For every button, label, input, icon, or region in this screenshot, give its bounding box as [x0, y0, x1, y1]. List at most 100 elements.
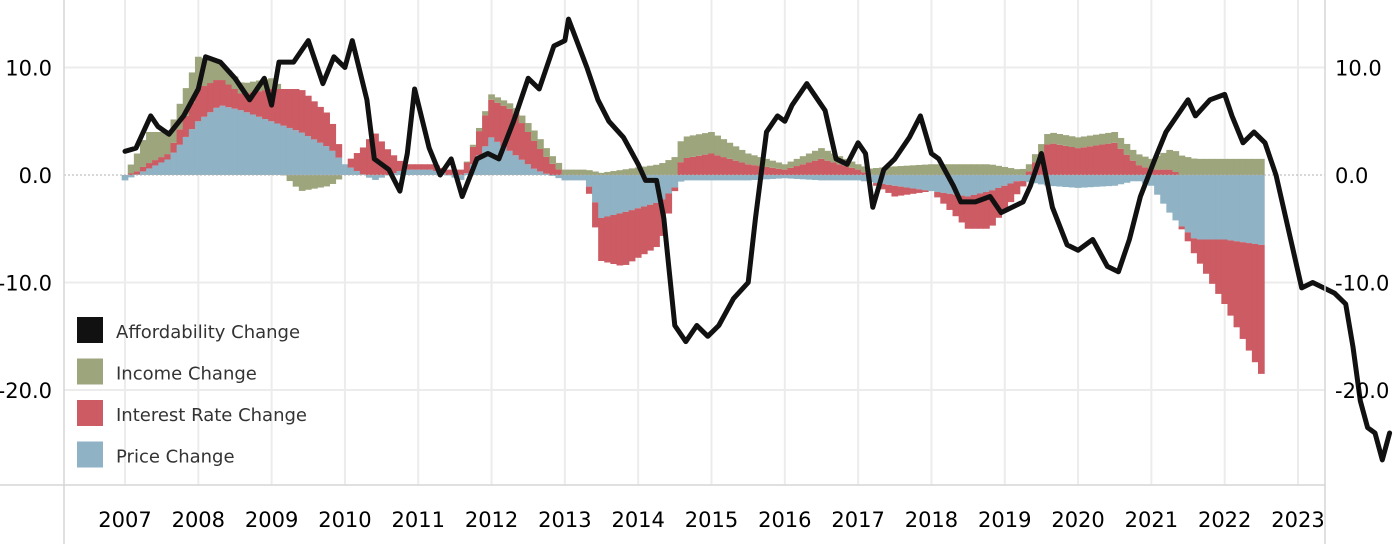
bar-price: [683, 175, 691, 181]
bar-income: [1086, 135, 1094, 147]
bar-price: [1068, 175, 1076, 188]
bar-income: [964, 164, 972, 175]
bar-income: [677, 141, 685, 163]
bar-income: [482, 111, 489, 116]
bar-income: [1251, 158, 1259, 175]
bar-price: [1019, 175, 1027, 182]
bar-interest: [280, 89, 288, 126]
bar-price: [561, 175, 569, 181]
bar-income: [164, 132, 172, 155]
bar-interest: [347, 158, 355, 168]
bar-interest: [414, 164, 422, 170]
bar-interest: [775, 168, 783, 175]
bar-income: [1227, 158, 1235, 175]
bar-interest: [677, 162, 685, 175]
bar-income: [549, 156, 557, 164]
bar-price: [1062, 175, 1070, 188]
bar-interest: [983, 192, 990, 229]
bar-price: [695, 175, 703, 181]
bar-interest: [1086, 146, 1094, 175]
bar-price: [1172, 175, 1180, 221]
plot-area: [64, 0, 1393, 485]
bar-income: [616, 170, 624, 175]
bar-income: [592, 171, 599, 175]
bar-income: [647, 165, 654, 175]
bar-income: [805, 153, 813, 163]
bar-interest: [946, 193, 954, 210]
bar-income: [286, 175, 294, 182]
bar-price: [921, 175, 929, 191]
bar-price: [616, 175, 624, 214]
bar-interest: [353, 153, 361, 171]
bar-price: [1117, 175, 1125, 185]
bar-price: [983, 175, 990, 193]
bar-income: [1031, 154, 1039, 163]
bar-interest: [842, 166, 850, 175]
y-tick-right-label: -10.0: [1335, 272, 1389, 296]
bar-interest: [836, 164, 844, 175]
bar-income: [1050, 132, 1057, 144]
bar-price: [170, 152, 178, 175]
bar-price: [775, 175, 783, 179]
bar-price: [506, 150, 514, 175]
bar-price: [824, 175, 831, 181]
bar-interest: [1056, 144, 1064, 175]
bar-price: [818, 175, 825, 181]
bar-income: [781, 164, 789, 170]
bar-interest: [1184, 232, 1192, 242]
y-tick-left-label: -10.0: [0, 272, 52, 296]
bar-price: [744, 175, 752, 181]
bar-interest: [879, 183, 886, 190]
bar-interest: [512, 114, 520, 156]
bar-price: [1093, 175, 1100, 187]
bar-interest: [146, 163, 153, 169]
bar-interest: [463, 162, 471, 174]
x-tick-label-2009: 2009: [245, 508, 298, 532]
bar-interest: [830, 162, 838, 175]
bar-price: [335, 157, 343, 175]
bar-income: [1099, 133, 1106, 145]
bar-interest: [964, 196, 972, 229]
bar-price: [915, 175, 923, 190]
bar-price: [164, 159, 172, 175]
bar-income: [659, 163, 666, 175]
bar-income: [854, 164, 862, 170]
bar-interest: [317, 106, 324, 143]
bar-income: [976, 164, 984, 175]
bar-income: [1196, 158, 1204, 175]
bar-income: [1184, 157, 1192, 175]
bar-price: [366, 175, 373, 178]
bar-income: [720, 139, 728, 158]
bar-income: [640, 166, 648, 175]
bar-interest: [1099, 144, 1106, 175]
bar-income: [818, 148, 825, 159]
bar-interest: [921, 190, 929, 193]
bar-price: [592, 175, 599, 203]
bar-price: [201, 116, 208, 175]
bar-interest: [335, 144, 343, 158]
bar-income: [1135, 154, 1143, 166]
bar-interest: [1166, 169, 1174, 175]
bar-interest: [1251, 243, 1259, 363]
bar-income: [1233, 158, 1241, 175]
bar-price: [793, 175, 801, 179]
bar-price: [995, 175, 1002, 188]
bar-interest: [952, 194, 960, 217]
bar-interest: [1074, 148, 1082, 175]
bar-price: [738, 175, 746, 181]
bar-price: [1215, 175, 1222, 240]
bar-income: [225, 70, 233, 85]
bar-income: [812, 150, 819, 161]
bar-interest: [897, 186, 905, 196]
bar-interest: [311, 101, 318, 140]
bar-income: [989, 164, 996, 175]
x-tick-label-2018: 2018: [905, 508, 958, 532]
bar-interest: [763, 166, 770, 175]
bar-interest: [1001, 185, 1009, 210]
bar-price: [182, 136, 190, 175]
bar-interest: [469, 146, 477, 165]
bar-price: [121, 175, 129, 181]
bar-income: [139, 140, 147, 167]
horizontal-gridlines: [64, 66, 1325, 391]
bar-interest: [298, 90, 306, 133]
